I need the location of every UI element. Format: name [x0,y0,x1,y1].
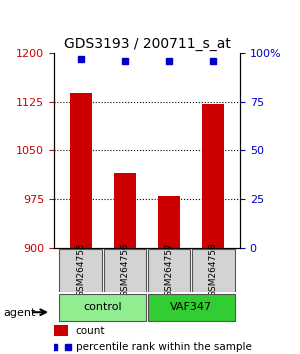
Text: GSM264755: GSM264755 [76,242,85,297]
Bar [114,173,136,248]
FancyBboxPatch shape [59,249,102,292]
Text: GSM264756: GSM264756 [120,242,129,297]
Text: VAF347: VAF347 [170,302,212,312]
Text: count: count [76,326,105,336]
FancyBboxPatch shape [59,293,146,321]
FancyBboxPatch shape [192,249,235,292]
FancyBboxPatch shape [148,293,235,321]
Bar [54,325,68,336]
Bar [70,93,92,248]
Bar [202,104,224,248]
Text: GSM264757: GSM264757 [165,242,174,297]
Text: control: control [83,302,122,312]
Text: GSM264758: GSM264758 [209,242,218,297]
FancyBboxPatch shape [103,249,146,292]
FancyBboxPatch shape [148,249,190,292]
Text: agent: agent [3,308,35,318]
Bar [158,196,180,248]
Text: percentile rank within the sample: percentile rank within the sample [76,342,251,352]
Title: GDS3193 / 200711_s_at: GDS3193 / 200711_s_at [64,37,230,51]
